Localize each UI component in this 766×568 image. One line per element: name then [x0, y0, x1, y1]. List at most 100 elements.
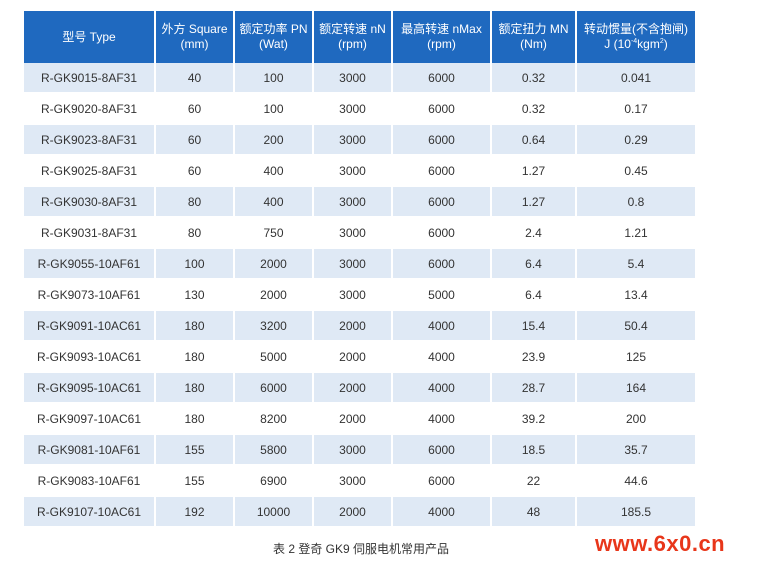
cell-rated-speed: 3000	[314, 249, 391, 280]
table-row: R-GK9097-10AC61 180 8200 2000 4000 39.2 200	[24, 404, 695, 435]
cell-inertia: 164	[577, 373, 695, 404]
cell-inertia: 0.8	[577, 187, 695, 218]
cell-rated-power: 6900	[235, 466, 312, 497]
cell-rated-torque: 0.64	[492, 125, 575, 156]
cell-inertia: 13.4	[577, 280, 695, 311]
cell-max-speed: 4000	[393, 311, 490, 342]
cell-rated-power: 5800	[235, 435, 312, 466]
table-row: R-GK9015-8AF31 40 100 3000 6000 0.32 0.041	[24, 63, 695, 94]
cell-type: R-GK9107-10AC61	[24, 497, 154, 528]
cell-inertia: 200	[577, 404, 695, 435]
cell-rated-speed: 2000	[314, 311, 391, 342]
cell-square: 180	[156, 373, 233, 404]
cell-rated-torque: 2.4	[492, 218, 575, 249]
cell-rated-torque: 6.4	[492, 280, 575, 311]
cell-rated-speed: 3000	[314, 156, 391, 187]
site-watermark: www.6x0.cn	[595, 531, 726, 556]
cell-max-speed: 4000	[393, 342, 490, 373]
cell-type: R-GK9095-10AC61	[24, 373, 154, 404]
cell-max-speed: 6000	[393, 466, 490, 497]
cell-square: 192	[156, 497, 233, 528]
cell-rated-speed: 3000	[314, 94, 391, 125]
cell-rated-torque: 48	[492, 497, 575, 528]
cell-square: 155	[156, 466, 233, 497]
table-row: R-GK9023-8AF31 60 200 3000 6000 0.64 0.29	[24, 125, 695, 156]
cell-rated-torque: 1.27	[492, 156, 575, 187]
cell-rated-torque: 39.2	[492, 404, 575, 435]
cell-rated-speed: 2000	[314, 404, 391, 435]
cell-type: R-GK9073-10AF61	[24, 280, 154, 311]
cell-inertia: 50.4	[577, 311, 695, 342]
cell-square: 180	[156, 311, 233, 342]
cell-type: R-GK9023-8AF31	[24, 125, 154, 156]
cell-rated-speed: 3000	[314, 187, 391, 218]
table-row: R-GK9031-8AF31 80 750 3000 6000 2.4 1.21	[24, 218, 695, 249]
cell-max-speed: 6000	[393, 435, 490, 466]
cell-type: R-GK9081-10AF61	[24, 435, 154, 466]
cell-max-speed: 6000	[393, 187, 490, 218]
servo-motor-spec-table: 型号 Type 外方 Square (mm) 额定功率 PN (Wat) 额定转…	[22, 11, 697, 528]
cell-rated-power: 5000	[235, 342, 312, 373]
cell-inertia: 0.29	[577, 125, 695, 156]
cell-rated-speed: 3000	[314, 125, 391, 156]
cell-type: R-GK9025-8AF31	[24, 156, 154, 187]
cell-rated-power: 10000	[235, 497, 312, 528]
header-rated-speed-unit: (rpm)	[338, 37, 367, 51]
cell-inertia: 0.041	[577, 63, 695, 94]
cell-square: 60	[156, 156, 233, 187]
cell-max-speed: 4000	[393, 497, 490, 528]
cell-square: 60	[156, 125, 233, 156]
cell-square: 80	[156, 218, 233, 249]
cell-rated-torque: 22	[492, 466, 575, 497]
cell-inertia: 125	[577, 342, 695, 373]
cell-type: R-GK9030-8AF31	[24, 187, 154, 218]
cell-type: R-GK9015-8AF31	[24, 63, 154, 94]
cell-rated-power: 100	[235, 63, 312, 94]
cell-rated-torque: 6.4	[492, 249, 575, 280]
header-rated-speed-label: 额定转速 nN	[319, 22, 386, 36]
cell-rated-power: 400	[235, 187, 312, 218]
header-rated-torque-label: 额定扭力 MN	[498, 22, 569, 36]
cell-type: R-GK9055-10AF61	[24, 249, 154, 280]
table-caption: 表 2 登奇 GK9 伺服电机常用产品	[272, 542, 450, 556]
cell-inertia: 185.5	[577, 497, 695, 528]
header-rated-torque-unit: (Nm)	[520, 37, 547, 51]
table-header-row: 型号 Type 外方 Square (mm) 额定功率 PN (Wat) 额定转…	[24, 11, 695, 63]
cell-max-speed: 6000	[393, 94, 490, 125]
cell-rated-torque: 15.4	[492, 311, 575, 342]
header-square-label: 外方 Square	[161, 22, 228, 36]
cell-max-speed: 4000	[393, 373, 490, 404]
table-row: R-GK9081-10AF61 155 5800 3000 6000 18.5 35.7	[24, 435, 695, 466]
cell-rated-power: 6000	[235, 373, 312, 404]
cell-max-speed: 6000	[393, 125, 490, 156]
header-rated-power-unit: (Wat)	[259, 37, 288, 51]
cell-square: 155	[156, 435, 233, 466]
cell-rated-power: 200	[235, 125, 312, 156]
cell-type: R-GK9020-8AF31	[24, 94, 154, 125]
header-square-unit: (mm)	[180, 37, 209, 51]
cell-square: 180	[156, 342, 233, 373]
header-max-speed-label: 最高转速 nMax	[401, 22, 482, 36]
table-row: R-GK9073-10AF61 130 2000 3000 5000 6.4 13.4	[24, 280, 695, 311]
header-rated-torque: 额定扭力 MN (Nm)	[492, 11, 575, 63]
header-rated-power: 额定功率 PN (Wat)	[235, 11, 312, 63]
cell-square: 180	[156, 404, 233, 435]
cell-rated-speed: 2000	[314, 342, 391, 373]
header-rated-speed: 额定转速 nN (rpm)	[314, 11, 391, 63]
cell-rated-power: 3200	[235, 311, 312, 342]
cell-rated-power: 750	[235, 218, 312, 249]
header-type: 型号 Type	[24, 11, 154, 63]
cell-rated-speed: 3000	[314, 280, 391, 311]
cell-square: 130	[156, 280, 233, 311]
cell-rated-torque: 0.32	[492, 63, 575, 94]
cell-rated-power: 2000	[235, 280, 312, 311]
cell-rated-power: 100	[235, 94, 312, 125]
cell-inertia: 1.21	[577, 218, 695, 249]
header-type-label: 型号 Type	[62, 29, 116, 44]
header-max-speed: 最高转速 nMax (rpm)	[393, 11, 490, 63]
cell-rated-speed: 2000	[314, 373, 391, 404]
cell-rated-speed: 3000	[314, 63, 391, 94]
cell-max-speed: 4000	[393, 404, 490, 435]
header-square: 外方 Square (mm)	[156, 11, 233, 63]
table-row: R-GK9093-10AC61 180 5000 2000 4000 23.9 125	[24, 342, 695, 373]
